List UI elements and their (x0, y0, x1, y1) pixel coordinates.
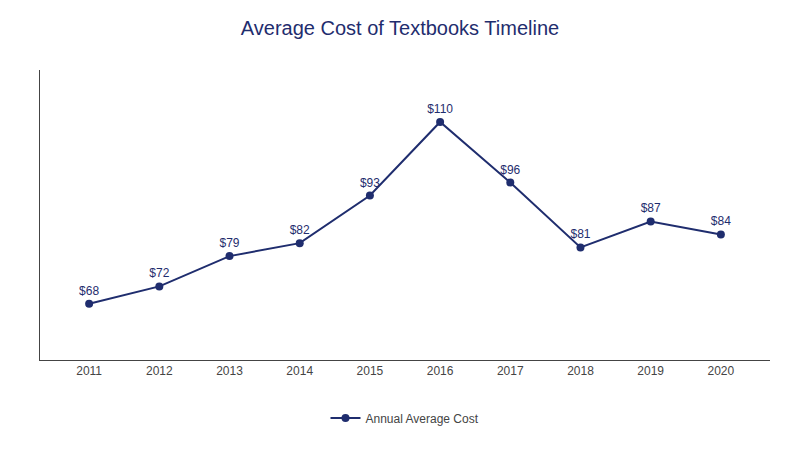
svg-text:$110: $110 (427, 102, 453, 116)
svg-text:$72: $72 (149, 266, 169, 280)
svg-text:2016: 2016 (427, 364, 454, 378)
svg-text:Average Cost of Textbooks Time: Average Cost of Textbooks Timeline (241, 17, 559, 39)
svg-text:2017: 2017 (497, 364, 524, 378)
svg-text:2012: 2012 (146, 364, 173, 378)
svg-text:$79: $79 (220, 236, 240, 250)
svg-text:2011: 2011 (76, 364, 102, 378)
svg-text:$81: $81 (570, 227, 590, 241)
svg-text:$93: $93 (360, 176, 380, 190)
svg-text:2019: 2019 (637, 364, 664, 378)
svg-text:$82: $82 (290, 223, 310, 237)
svg-text:2020: 2020 (708, 364, 735, 378)
svg-text:Annual Average Cost: Annual Average Cost (366, 412, 479, 426)
svg-text:2013: 2013 (216, 364, 243, 378)
svg-text:2015: 2015 (357, 364, 384, 378)
svg-text:$87: $87 (641, 201, 661, 215)
svg-text:2014: 2014 (286, 364, 313, 378)
svg-text:2018: 2018 (567, 364, 594, 378)
svg-text:$84: $84 (711, 214, 731, 228)
svg-text:$96: $96 (500, 163, 520, 177)
svg-text:$68: $68 (79, 284, 99, 298)
